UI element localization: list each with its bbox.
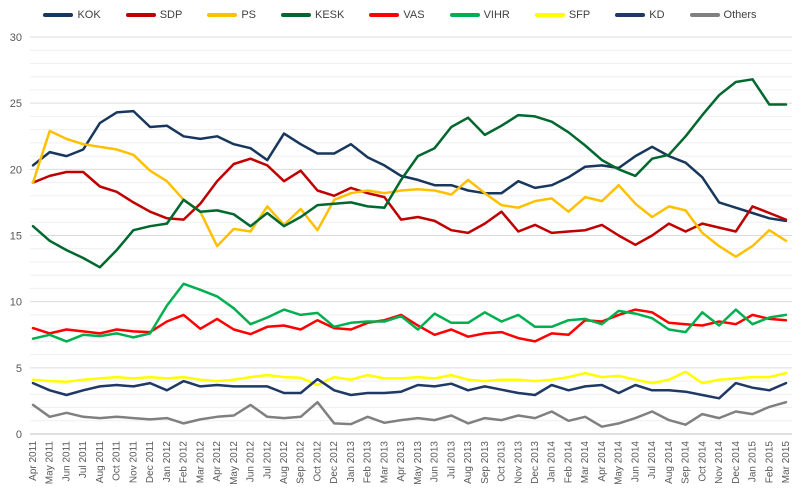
legend-line-marker-kesk — [281, 13, 311, 17]
legend-label-kok: KOK — [77, 8, 101, 21]
series-line-sdp — [31, 157, 788, 247]
legend-label-sfp: SFP — [568, 8, 591, 21]
x-tick-label: Oct 2012 — [312, 441, 323, 482]
y-tick-label: 25 — [10, 98, 22, 110]
chart-legend: KOK SDP PS KESK VAS VIHR SFP KD Others — [0, 7, 800, 23]
y-tick-label: 30 — [10, 32, 22, 44]
x-tick-label: Nov 2013 — [513, 441, 524, 484]
legend-label-vihr: VIHR — [483, 8, 510, 21]
x-tick-label: Apr 2011 — [28, 441, 39, 481]
x-tick-label: Sep 2013 — [480, 441, 491, 484]
x-tick-label: May 2014 — [614, 441, 625, 485]
y-tick-label: 10 — [10, 297, 22, 309]
x-tick-label: Mar 2014 — [580, 441, 591, 484]
x-tick-label: Feb 2015 — [764, 441, 775, 484]
x-tick-label: Jun 2012 — [246, 441, 257, 483]
legend-label-vas: VAS — [403, 8, 425, 21]
series-line-vas — [31, 308, 788, 343]
x-tick-label: Apr 2013 — [396, 441, 407, 482]
x-tick-label: Nov 2011 — [128, 441, 139, 484]
y-tick-label: 5 — [16, 363, 22, 375]
x-tick-label: Sep 2014 — [681, 441, 692, 484]
x-tick-label: Feb 2014 — [563, 441, 574, 484]
series-line-kesk — [31, 78, 788, 269]
x-tick-label: Jan 2012 — [162, 441, 173, 483]
x-tick-label: Jan 2014 — [547, 441, 558, 483]
legend-item-vihr: VIHR — [449, 8, 510, 21]
x-tick-label: Apr 2014 — [597, 441, 608, 482]
x-tick-label: May 2013 — [413, 441, 424, 485]
x-tick-label: Feb 2012 — [179, 441, 190, 484]
x-tick-label: Mar 2012 — [195, 441, 206, 484]
x-tick-label: Nov 2014 — [714, 441, 725, 484]
legend-item-others: Others — [689, 8, 757, 21]
legend-line-marker-others — [689, 13, 720, 17]
x-tick-label: Oct 2011 — [112, 441, 123, 481]
series-line-kok — [31, 109, 788, 223]
x-tick-label: Jul 2011 — [78, 441, 89, 479]
y-tick-label: 0 — [16, 429, 22, 441]
legend-item-sdp: SDP — [125, 8, 183, 21]
legend-line-marker-vihr — [449, 13, 480, 17]
legend-line-marker-kok — [43, 13, 74, 17]
series-line-kd — [31, 377, 788, 400]
x-tick-label: Apr 2012 — [212, 441, 223, 482]
series-line-vihr — [31, 282, 788, 343]
legend-item-kesk: KESK — [281, 8, 345, 21]
x-tick-label: May 2011 — [45, 441, 56, 485]
x-tick-label: Aug 2013 — [463, 441, 474, 484]
x-tick-label: Jun 2013 — [430, 441, 441, 483]
x-tick-label: May 2012 — [229, 441, 240, 485]
x-tick-label: Dec 2014 — [731, 441, 742, 484]
legend-label-sdp: SDP — [159, 8, 183, 21]
x-tick-label: Aug 2012 — [279, 441, 290, 484]
x-tick-label: Aug 2014 — [664, 441, 675, 484]
legend-line-marker-vas — [369, 13, 400, 17]
legend-label-others: Others — [723, 8, 757, 21]
x-tick-label: Sep 2012 — [296, 441, 307, 484]
x-tick-label: Jun 2011 — [61, 441, 72, 482]
x-tick-label: Dec 2012 — [329, 441, 340, 484]
legend-item-kd: KD — [615, 8, 665, 21]
legend-label-ps: PS — [241, 8, 256, 21]
series-line-ps — [31, 129, 788, 258]
legend-line-marker-ps — [207, 13, 238, 17]
x-tick-label: Dec 2013 — [530, 441, 541, 484]
series-line-others — [31, 400, 788, 428]
legend-line-marker-sfp — [534, 13, 565, 17]
legend-item-ps: PS — [207, 8, 256, 21]
legend-label-kesk: KESK — [315, 8, 345, 21]
x-tick-label: Feb 2013 — [363, 441, 374, 484]
series-line-sfp — [31, 370, 788, 387]
x-tick-label: Mar 2013 — [379, 441, 390, 484]
legend-item-sfp: SFP — [534, 8, 591, 21]
legend-item-vas: VAS — [369, 8, 425, 21]
x-tick-label: Jun 2014 — [630, 441, 641, 483]
x-tick-label: Jan 2013 — [346, 441, 357, 483]
x-tick-label: Oct 2013 — [497, 441, 508, 482]
legend-line-marker-sdp — [125, 13, 156, 17]
x-tick-label: Dec 2011 — [145, 441, 156, 484]
x-tick-label: Jul 2012 — [262, 441, 273, 479]
y-tick-label: 20 — [10, 164, 22, 176]
legend-line-marker-kd — [615, 13, 646, 17]
x-tick-label: Jul 2013 — [446, 441, 457, 479]
y-tick-label: 15 — [10, 231, 22, 243]
legend-label-kd: KD — [649, 8, 665, 21]
x-tick-label: Mar 2015 — [781, 441, 792, 484]
x-tick-label: Aug 2011 — [95, 441, 106, 484]
x-tick-label: Oct 2014 — [697, 441, 708, 482]
x-tick-label: Jan 2015 — [748, 441, 759, 483]
legend-item-kok: KOK — [43, 8, 101, 21]
x-tick-label: Jul 2014 — [647, 441, 658, 479]
